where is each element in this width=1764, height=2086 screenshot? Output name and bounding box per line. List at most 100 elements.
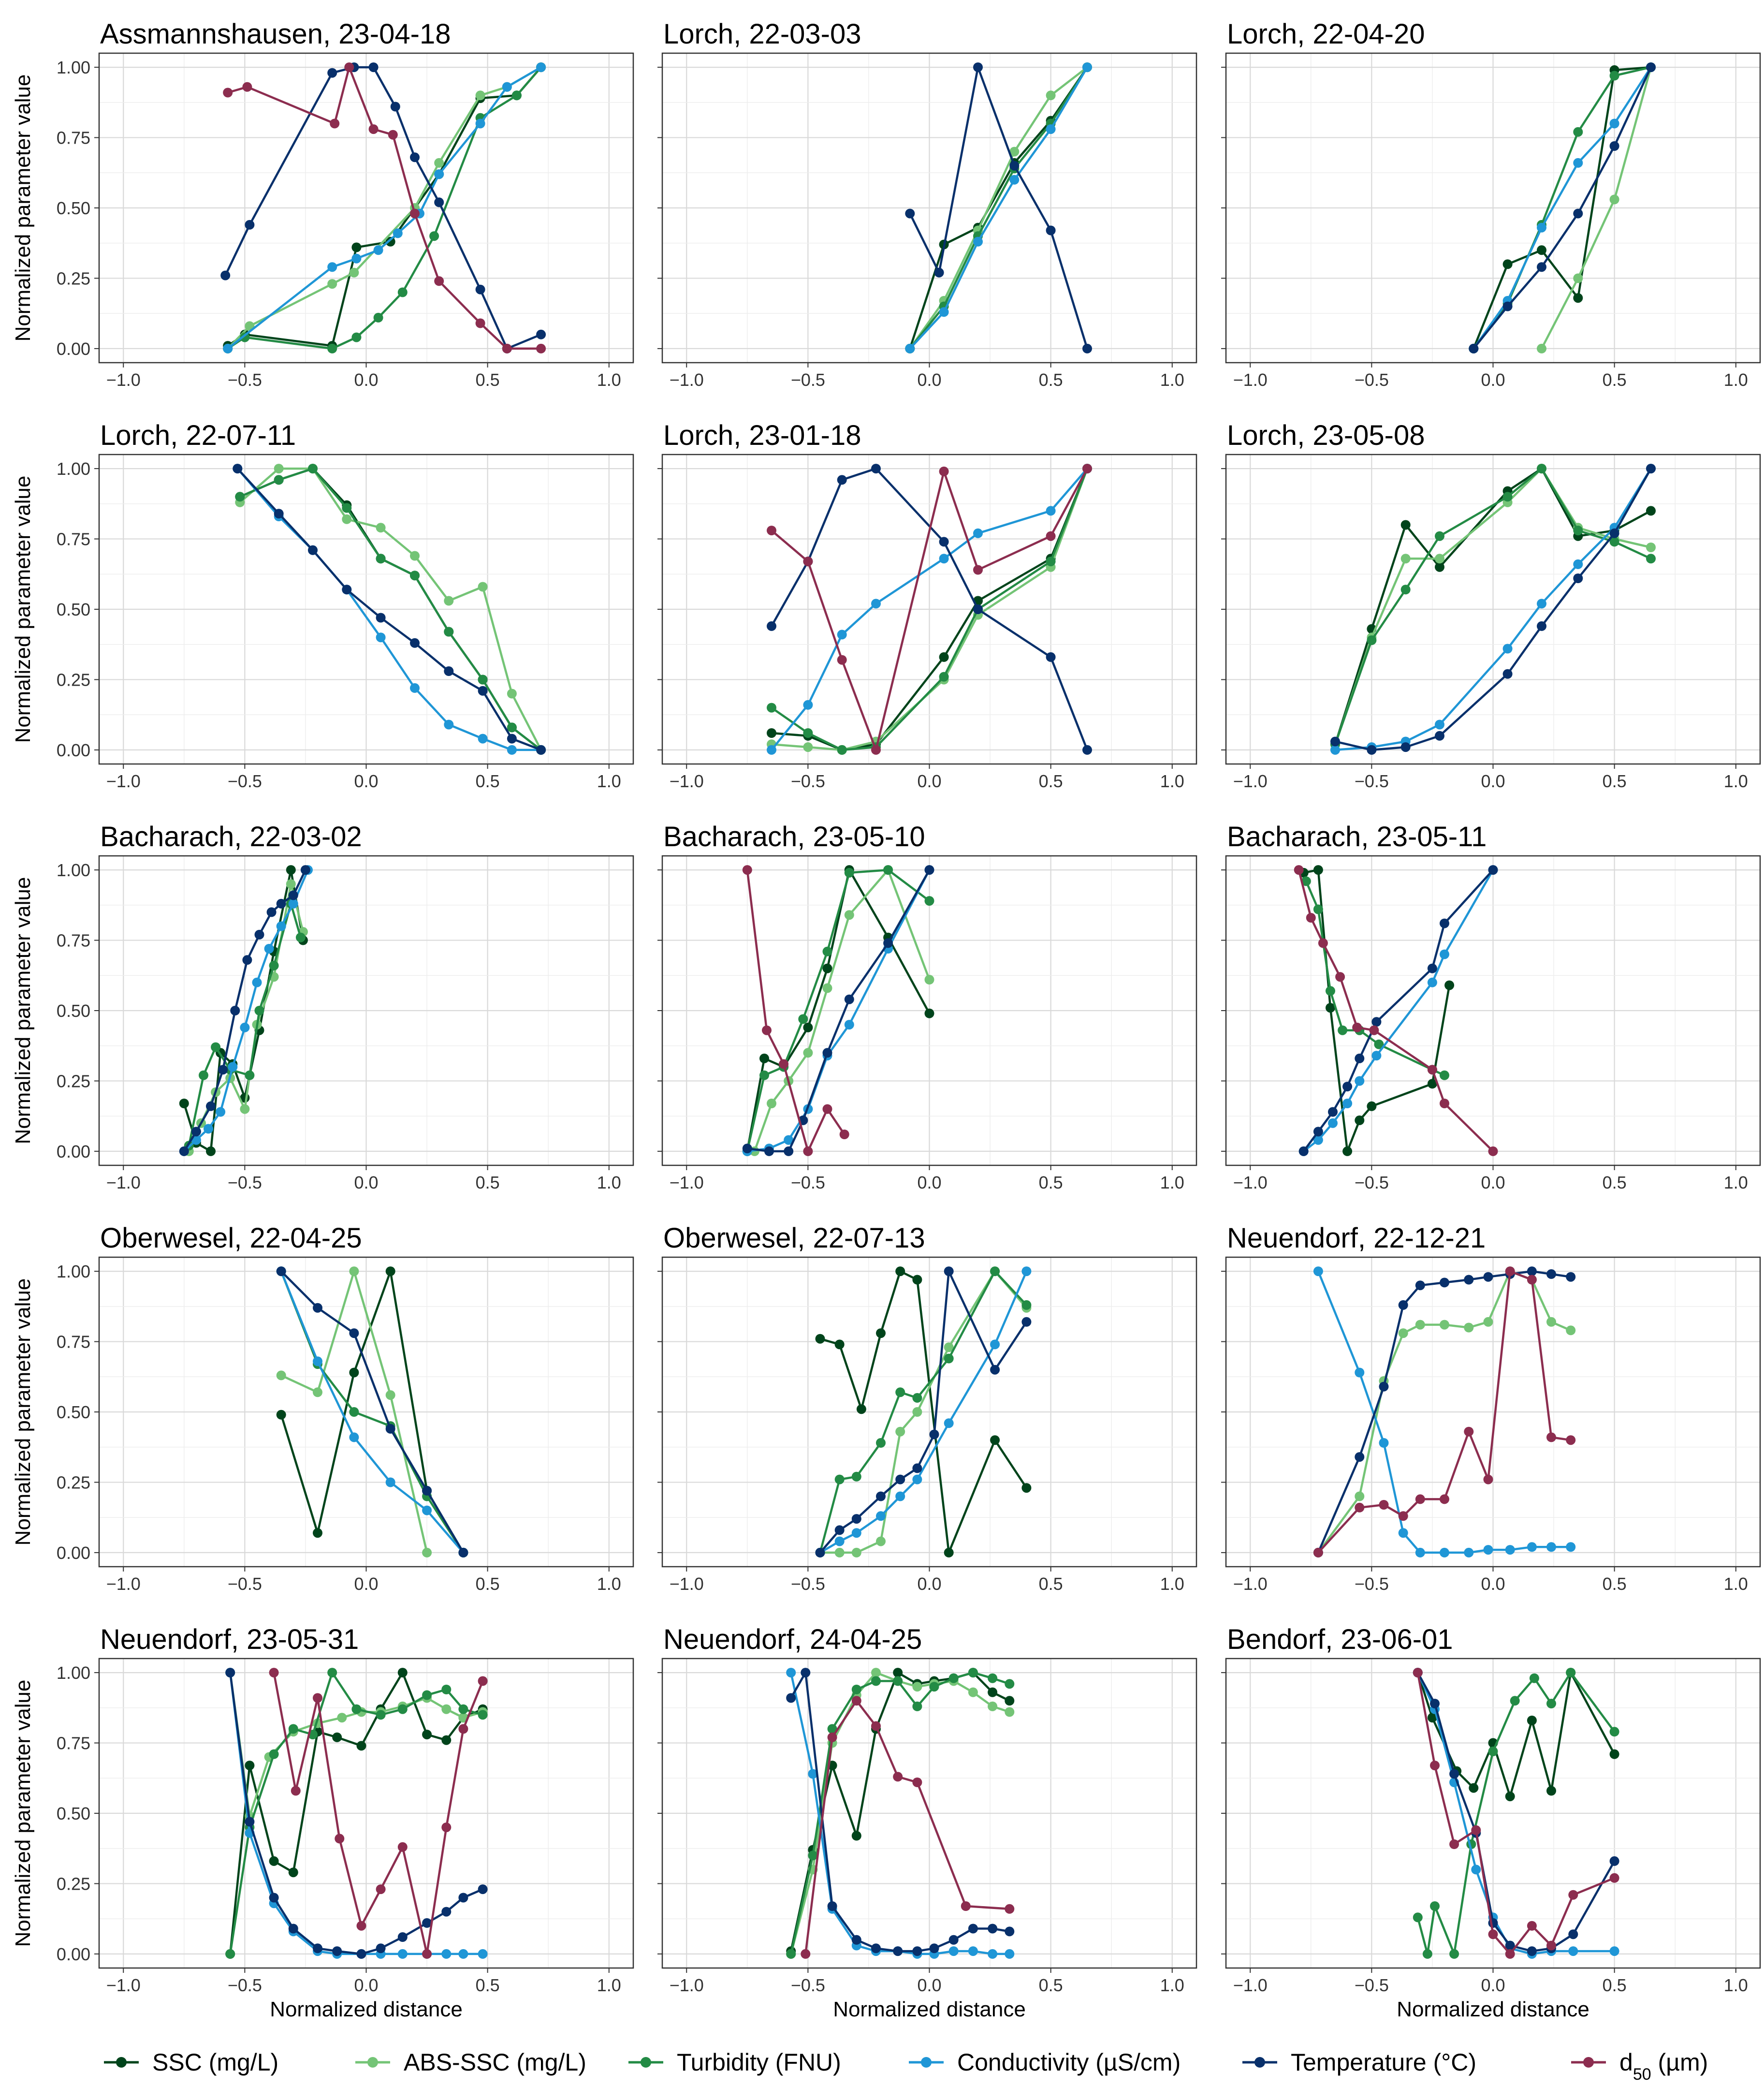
data-point-temp <box>944 1266 954 1277</box>
series-cond <box>1313 1266 1576 1557</box>
data-point-temp <box>1449 1769 1459 1779</box>
data-point-temp <box>536 329 546 339</box>
panel-8: Bacharach, 23-05-10 −1.0 −0.5 0.0 0.5 1.0 <box>657 821 1197 1192</box>
x-tick-label: 0.5 <box>1603 1173 1627 1192</box>
data-point-turb <box>1573 127 1583 137</box>
data-point-temp <box>349 1328 359 1338</box>
data-point-cond <box>834 1536 845 1546</box>
data-point-temp <box>276 1266 286 1277</box>
panel-title: Neuendorf, 24-04-25 <box>663 1624 922 1655</box>
data-point-cond <box>223 343 233 353</box>
series-d50 <box>742 865 849 1156</box>
data-point-ssc <box>441 1735 452 1745</box>
series-ssc <box>179 865 308 1156</box>
data-point-d50 <box>478 1676 488 1686</box>
data-point-temp <box>218 1065 228 1075</box>
data-point-turb <box>376 554 386 564</box>
series-line-turb <box>909 66 1088 350</box>
x-tick-label: 0.0 <box>1481 771 1505 791</box>
series-d50 <box>1413 1668 1619 1959</box>
data-point-ssc <box>1021 1483 1032 1493</box>
data-point-cond <box>1005 1949 1015 1959</box>
data-point-turb <box>834 1474 845 1484</box>
data-point-cond <box>1609 1946 1619 1956</box>
data-point-turb <box>295 932 306 942</box>
x-tick-label: 0.5 <box>1039 771 1063 791</box>
legend-subscript: 50 <box>1633 2065 1651 2084</box>
data-point-temp <box>1046 652 1056 662</box>
data-point-temp <box>1046 225 1056 235</box>
data-point-temp <box>368 62 379 73</box>
data-point-abs <box>385 1390 395 1400</box>
data-point-temp <box>1440 918 1449 928</box>
data-point-cond <box>410 683 420 693</box>
data-point-abs <box>240 1104 250 1114</box>
data-point-d50 <box>912 1778 922 1787</box>
data-point-temp <box>242 955 252 965</box>
data-point-d50 <box>242 82 252 92</box>
data-point-cond <box>376 632 386 643</box>
y-tick-label: 0.50 <box>57 1804 90 1823</box>
data-point-abs <box>410 551 420 561</box>
data-point-temp <box>478 686 488 696</box>
legend-item-ssc: SSC (mg/L) <box>104 2049 278 2076</box>
data-point-temp <box>883 938 893 948</box>
data-point-temp <box>1298 1146 1309 1156</box>
data-point-cond <box>786 1668 796 1678</box>
series-temp <box>179 865 310 1156</box>
data-point-temp <box>1430 1699 1440 1709</box>
y-tick-label: 0.50 <box>57 1001 90 1021</box>
data-point-abs <box>844 910 854 920</box>
data-point-cond <box>871 599 881 609</box>
data-point-cond <box>444 720 454 730</box>
data-point-ssc <box>1342 1146 1353 1156</box>
data-point-temp <box>1546 1269 1556 1279</box>
panel-title: Neuendorf, 23-05-31 <box>100 1624 359 1655</box>
data-point-abs <box>434 158 444 168</box>
data-point-cond <box>944 1418 954 1428</box>
data-point-ssc <box>179 1099 189 1108</box>
data-point-d50 <box>827 1732 837 1742</box>
x-tick-label: 0.0 <box>1481 1574 1505 1594</box>
data-point-d50 <box>973 565 983 575</box>
series-line-ssc <box>183 868 305 1153</box>
data-point-abs <box>342 514 352 524</box>
data-point-temp <box>871 464 881 474</box>
data-point-temp <box>233 464 243 474</box>
data-point-cond <box>288 898 298 909</box>
data-point-cond <box>313 1356 322 1366</box>
panel-3: Lorch, 22-04-20 −1.0 −0.5 0.0 0.5 1.0 <box>1221 18 1761 390</box>
data-point-d50 <box>822 1104 832 1114</box>
data-point-ssc <box>988 1687 998 1697</box>
data-point-cond <box>1427 977 1437 987</box>
data-point-abs <box>944 1342 954 1352</box>
x-tick-label: 0.5 <box>1603 370 1627 390</box>
data-point-temp <box>225 1668 235 1678</box>
data-point-turb <box>1566 1668 1576 1678</box>
data-point-d50 <box>1355 1502 1365 1513</box>
data-point-d50 <box>1488 1929 1498 1939</box>
data-point-abs <box>803 742 813 752</box>
data-point-temp <box>288 890 298 900</box>
data-point-d50 <box>779 1059 789 1069</box>
x-tick-label: 0.0 <box>354 1574 378 1594</box>
y-tick-label: 0.00 <box>57 740 90 760</box>
y-tick-label: 1.00 <box>57 1663 90 1683</box>
data-point-turb <box>871 1676 881 1686</box>
data-point-temp <box>1355 1053 1365 1063</box>
data-point-cond <box>1371 1051 1382 1061</box>
data-point-temp <box>1502 301 1513 311</box>
x-tick-label: 0.0 <box>917 771 941 791</box>
data-point-abs <box>441 1704 452 1714</box>
data-point-ssc <box>397 1668 408 1678</box>
data-point-ssc <box>1400 520 1411 530</box>
series-line-abs <box>909 66 1088 350</box>
data-point-temp <box>191 1127 201 1137</box>
gridlines <box>1226 455 1760 764</box>
data-point-temp <box>276 898 286 909</box>
data-point-temp <box>990 1365 1000 1375</box>
data-point-temp <box>376 613 386 623</box>
data-point-temp <box>434 197 444 207</box>
data-point-temp <box>851 1514 861 1524</box>
